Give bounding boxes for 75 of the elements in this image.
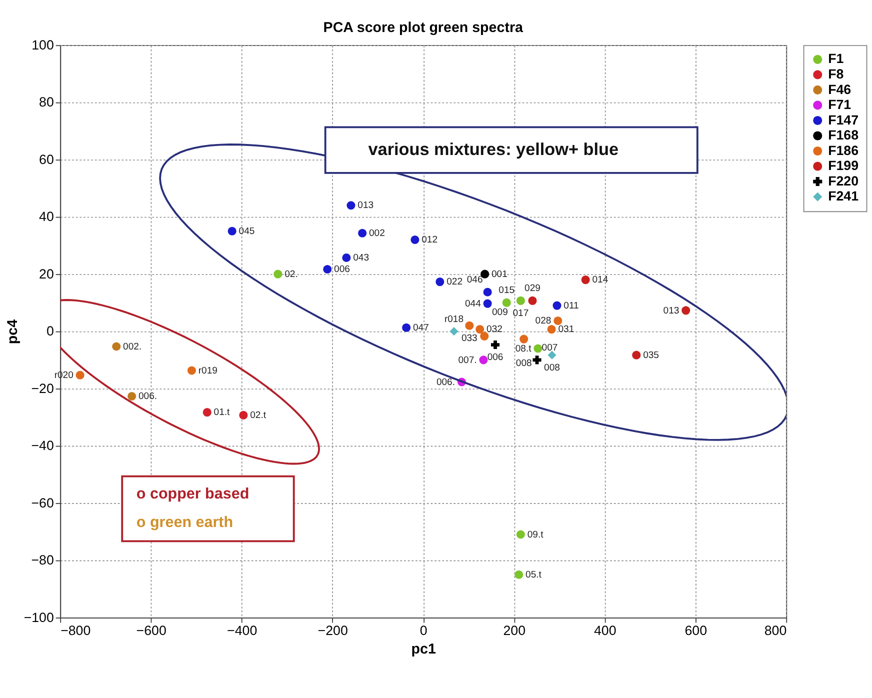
x-tick-label: 200 [503,623,526,638]
annotation: 006. [436,376,456,388]
x-tick-label: 0 [420,623,428,638]
annotation: 013 [663,305,680,316]
x-tick-label: 600 [684,623,707,638]
annotation: o green earth [136,514,234,531]
x-tick-label: −400 [227,623,258,638]
legend-label: F199 [828,158,859,174]
chart-title: PCA score plot green spectra [323,20,524,36]
legend-label: F168 [828,128,860,143]
annotation: 02. [284,268,298,280]
legend-label: F241 [828,188,860,204]
y-tick-label: 20 [39,266,54,282]
annotation: 047 [413,322,429,334]
y-tick-label: 80 [39,94,54,110]
y-tick-label: 60 [39,152,54,167]
x-tick-label: 400 [594,623,616,638]
annotation: 015 [498,285,515,296]
annotation: various mixtures: yellow+ blue [368,138,619,159]
annotation: 014 [592,274,609,286]
annotation: 01.t [214,407,230,418]
annotation: 011 [564,300,579,312]
x-tick-label: −800 [60,623,91,638]
annotation: 006 [487,352,504,364]
y-tick-label: 100 [32,37,54,52]
annotation: 033 [461,332,478,344]
annotation: 007 [542,342,558,354]
annotation: 008 [544,362,560,374]
annotation: 029 [524,283,540,294]
annotation: 043 [353,252,370,264]
y-axis-title: pc4 [5,319,22,344]
legend-label: F1 [828,51,844,66]
annotation: o copper based [136,485,250,502]
annotation: 028 [535,316,552,327]
annotation: 008 [516,358,532,369]
annotation: 046 [466,274,483,286]
annotation: 012 [422,234,438,246]
annotation: 013 [358,200,374,212]
annotation: 022 [446,276,462,288]
y-tick-label: 0 [46,324,54,339]
legend-label: F8 [828,66,844,82]
annotation: 09.t [527,529,544,540]
y-tick-label: −20 [31,380,54,396]
annotation: 044 [464,298,482,310]
annotation: 017 [512,308,529,319]
annotation: 035 [643,350,659,361]
annotation: 006 [334,264,350,276]
annotation: 05.t [526,569,542,580]
annotation: 08.t [515,343,532,354]
x-axis-title: pc1 [411,641,436,658]
y-tick-label: −80 [31,552,54,568]
annotation: 002 [368,228,385,240]
annotation: 009 [492,307,508,318]
annotation: r018 [444,314,464,325]
annotation: 006. [138,391,158,402]
annotation: r019 [198,365,218,376]
legend-label: F147 [828,112,859,128]
legend-label: F46 [828,82,852,97]
x-tick-label: 800 [764,623,787,638]
annotation: 032 [486,324,502,336]
x-tick-label: −600 [136,623,166,638]
y-tick-label: −60 [31,495,54,510]
y-tick-label: 40 [39,209,54,224]
y-tick-label: −40 [31,438,54,454]
legend-label: F71 [828,97,852,112]
legend-label: F186 [828,142,859,158]
annotation: 031 [558,324,574,336]
annotation: 001 [492,268,508,280]
annotation: 02.t [250,410,266,422]
annotation: 007. [458,354,477,366]
x-tick-label: −200 [318,623,348,638]
annotation: 045 [238,226,255,238]
legend-label: F220 [828,173,859,188]
y-tick-label: −100 [24,610,54,625]
annotation: 002. [123,341,142,352]
